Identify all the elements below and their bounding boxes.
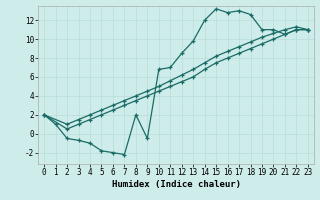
X-axis label: Humidex (Indice chaleur): Humidex (Indice chaleur) [111,180,241,189]
